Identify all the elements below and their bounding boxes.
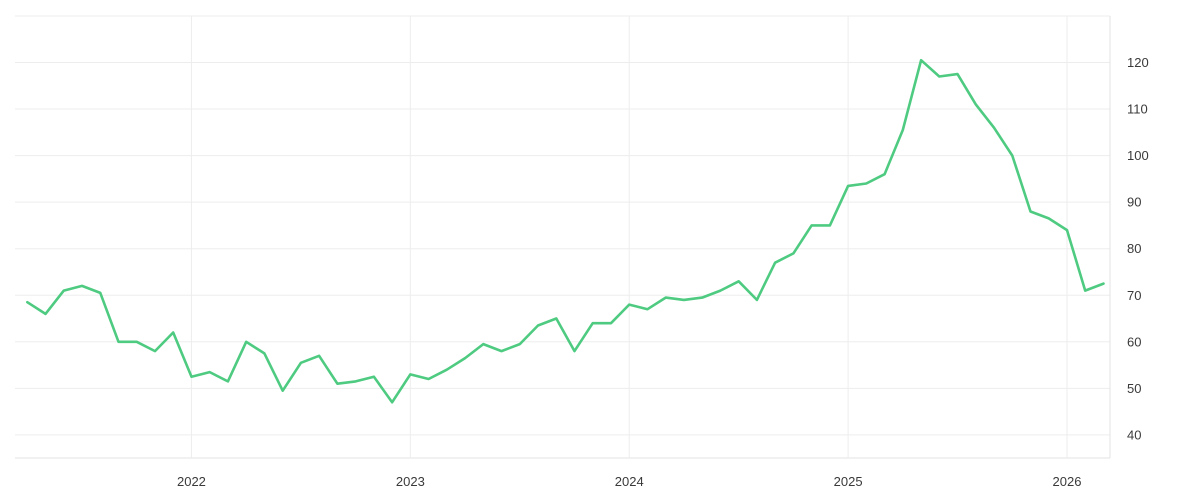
y-tick-label: 40 — [1127, 427, 1141, 442]
x-tick-label: 2022 — [177, 474, 206, 489]
x-tick-label: 2024 — [615, 474, 644, 489]
y-tick-label: 60 — [1127, 334, 1141, 349]
x-tick-label: 2026 — [1053, 474, 1082, 489]
y-tick-label: 80 — [1127, 241, 1141, 256]
y-tick-label: 50 — [1127, 381, 1141, 396]
x-tick-label: 2023 — [396, 474, 425, 489]
y-tick-label: 90 — [1127, 195, 1141, 210]
x-tick-label: 2025 — [834, 474, 863, 489]
y-tick-label: 110 — [1127, 102, 1148, 117]
y-tick-label: 120 — [1127, 55, 1149, 70]
price-line — [26, 58, 1105, 404]
y-tick-label: 70 — [1127, 288, 1141, 303]
y-tick-label: 100 — [1127, 148, 1149, 163]
